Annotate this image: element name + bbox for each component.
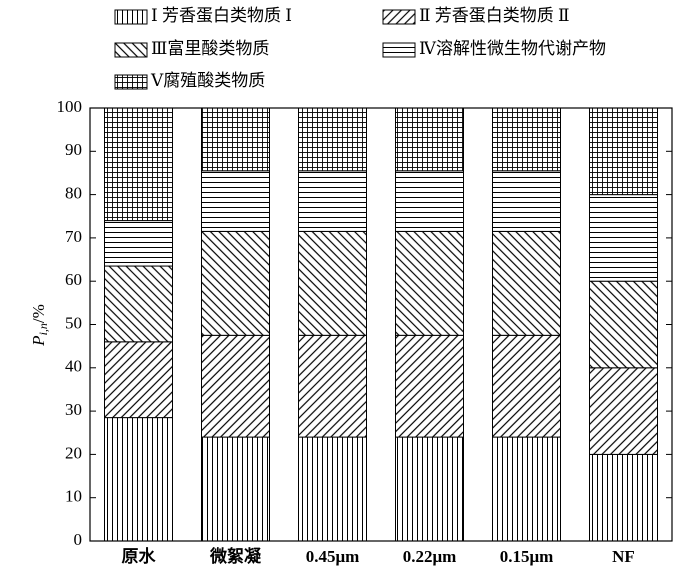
bar-segment [492,334,561,438]
y-axis-label: Pi,n/% [29,304,50,347]
bar-segment [395,334,464,438]
bar-segment [492,170,561,232]
x-tick-label: NF [612,547,635,566]
y-tick-label: 30 [65,400,82,419]
bar-segment [298,230,367,336]
legend-label: Ⅲ富里酸类物质 [151,39,269,58]
y-tick-label: 60 [65,270,82,289]
bar-segment [395,170,464,232]
bar-segment [395,230,464,336]
x-tick-label: 0.45μm [306,547,360,566]
bar-segment [201,436,270,542]
bar-segment [104,341,173,419]
y-tick-label: 0 [74,530,83,549]
bar-segment [201,107,270,172]
x-tick-label: 0.15μm [500,547,554,566]
bar-segment [395,107,464,172]
bar-segment [104,107,173,222]
bar-segment [589,194,658,282]
bar-segment [201,334,270,438]
x-tick-label: 0.22μm [403,547,457,566]
bar-segment [298,334,367,438]
legend-swatch [382,42,416,58]
y-tick-label: 70 [65,227,82,246]
bar-segment [589,280,658,369]
x-tick-label: 原水 [122,546,157,566]
legend-swatch [114,9,148,25]
bar-segment [492,436,561,542]
y-tick-label: 80 [65,184,82,203]
legend-label: Ⅰ 芳香蛋白类物质 Ⅰ [151,6,292,25]
y-label-unit: /% [29,304,48,323]
bar-segment [298,436,367,542]
bar-segment [395,436,464,542]
y-tick-label: 20 [65,443,82,462]
bar-segment [492,230,561,336]
y-label-main: P [29,335,48,346]
bar-segment [201,230,270,336]
bar-segment [298,107,367,172]
legend-label: Ⅳ溶解性微生物代谢产物 [419,39,606,58]
bar-segment [201,170,270,232]
y-tick-label: 40 [65,357,82,376]
y-tick-label: 50 [65,313,82,332]
x-tick-label: 微絮凝 [209,546,262,566]
legend-label: Ⅴ腐殖酸类物质 [150,71,265,90]
bar-segment [298,170,367,232]
legend-swatch [382,9,416,25]
bar-segment [104,220,173,267]
bar-segment [104,417,173,542]
y-label-sub: i,n [36,323,50,335]
bar-segment [589,107,658,196]
plot-frame [89,107,673,542]
legend-label: Ⅱ 芳香蛋白类物质 Ⅱ [419,6,570,25]
y-tick-label: 10 [65,487,82,506]
bar-segment [589,367,658,455]
bar-segment [589,453,658,542]
legend-swatch [114,74,148,90]
legend-swatch [114,42,148,58]
bar-segment [104,265,173,343]
y-tick-label: 90 [65,140,82,159]
bar-segment [492,107,561,172]
y-tick-label: 100 [57,97,83,116]
